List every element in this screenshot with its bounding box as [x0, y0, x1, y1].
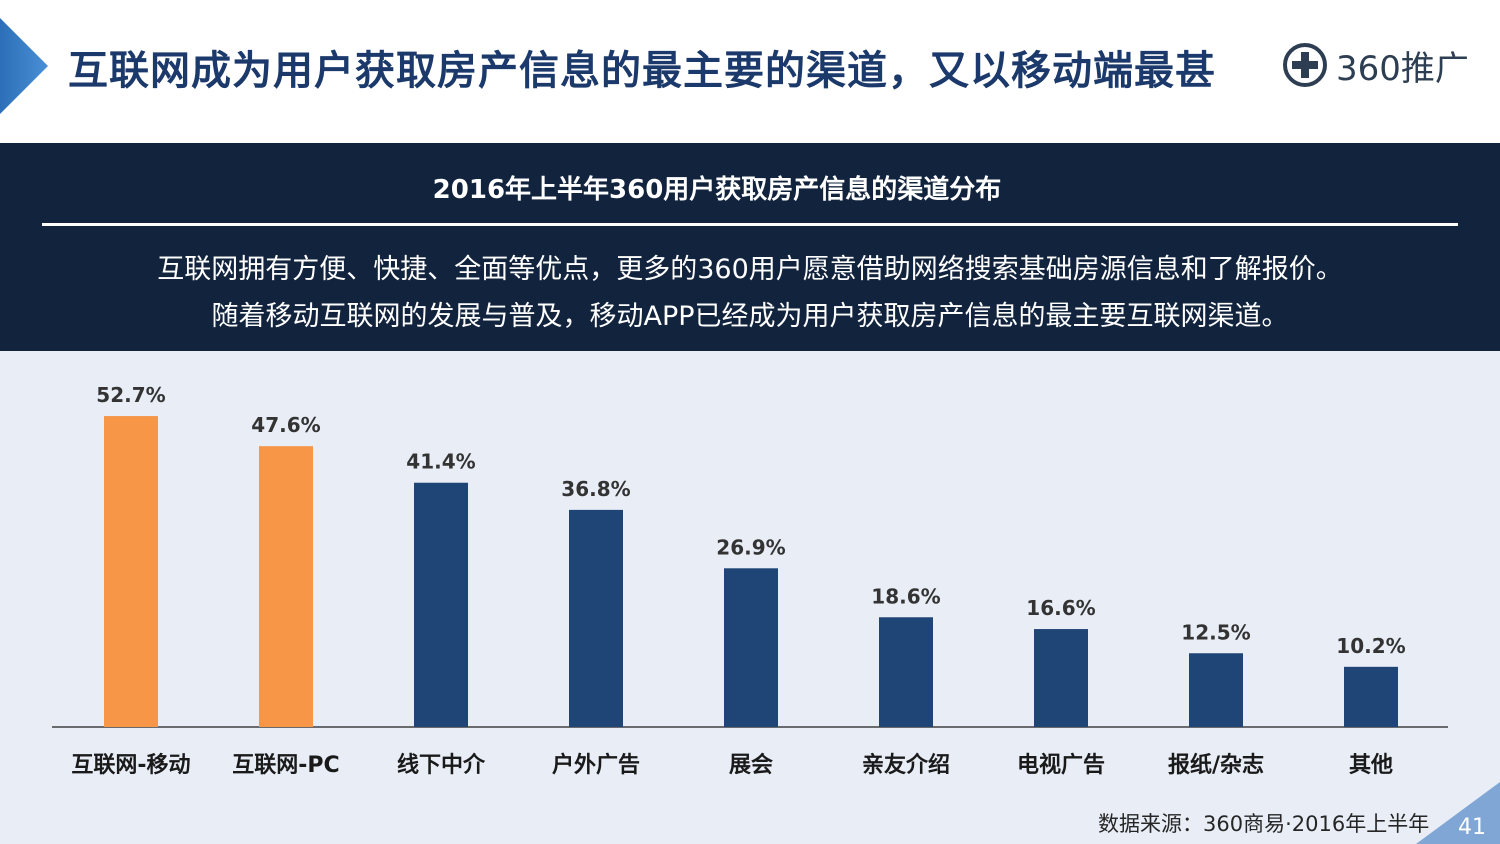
chart-banner: 2016年上半年360用户获取房产信息的渠道分布 互联网拥有方便、快捷、全面等优… — [0, 143, 1500, 351]
page-number: 41 — [1458, 815, 1486, 840]
bar — [879, 617, 933, 727]
bar — [104, 416, 158, 727]
banner-divider — [42, 223, 1458, 226]
category-label: 报纸/杂志 — [1168, 752, 1264, 778]
description-line-1: 互联网拥有方便、快捷、全面等优点，更多的360用户愿意借助网络搜索基础房源信息和… — [157, 254, 1343, 285]
logo-text: 360推广 — [1336, 48, 1469, 89]
category-label: 亲友介绍 — [862, 752, 950, 778]
bar-chart: 52.7% 互联网-移动 47.6% 互联网-PC 41.4% 线下中介 36.8% 户外广告… — [52, 383, 1448, 778]
category-label: 其他 — [1349, 753, 1393, 778]
logo: 360推广 — [1282, 40, 1469, 90]
category-label: 电视广告 — [1017, 752, 1105, 778]
category-label: 互联网-移动 — [71, 752, 190, 778]
bar — [724, 568, 778, 727]
header: 互联网成为用户获取房产信息的最主要的渠道，又以移动端最甚 360推广 — [0, 0, 1500, 140]
data-label: 36.8% — [561, 477, 630, 501]
data-label: 26.9% — [716, 535, 785, 559]
page-corner-decoration — [1416, 782, 1500, 844]
category-label: 展会 — [729, 752, 773, 778]
description-line-2: 随着移动互联网的发展与普及，移动APP已经成为用户获取房产信息的最主要互联网渠道… — [211, 301, 1289, 332]
page-title: 互联网成为用户获取房产信息的最主要的渠道，又以移动端最甚 — [68, 48, 1216, 94]
category-label: 户外广告 — [552, 752, 640, 778]
chart-area: 52.7% 互联网-移动 47.6% 互联网-PC 41.4% 线下中介 36.8% 户外广告… — [0, 351, 1500, 844]
data-label: 47.6% — [251, 413, 320, 437]
title-arrow-icon — [0, 18, 48, 114]
data-label: 16.6% — [1026, 596, 1095, 620]
bar — [1344, 666, 1398, 727]
data-label: 12.5% — [1181, 620, 1250, 644]
bar — [569, 509, 623, 727]
data-label: 10.2% — [1336, 634, 1405, 658]
data-label: 41.4% — [406, 450, 475, 474]
data-label: 18.6% — [871, 584, 940, 608]
bar — [414, 482, 468, 727]
plus-logo-icon — [1283, 43, 1327, 87]
bar — [259, 446, 313, 727]
category-label: 线下中介 — [397, 752, 486, 778]
category-label: 互联网-PC — [232, 753, 339, 778]
bar — [1189, 653, 1243, 727]
data-source: 数据来源：360商易·2016年上半年 — [1098, 812, 1430, 836]
data-label: 52.7% — [96, 383, 165, 407]
chart-title: 2016年上半年360用户获取房产信息的渠道分布 — [432, 175, 1002, 205]
bar — [1034, 629, 1088, 727]
